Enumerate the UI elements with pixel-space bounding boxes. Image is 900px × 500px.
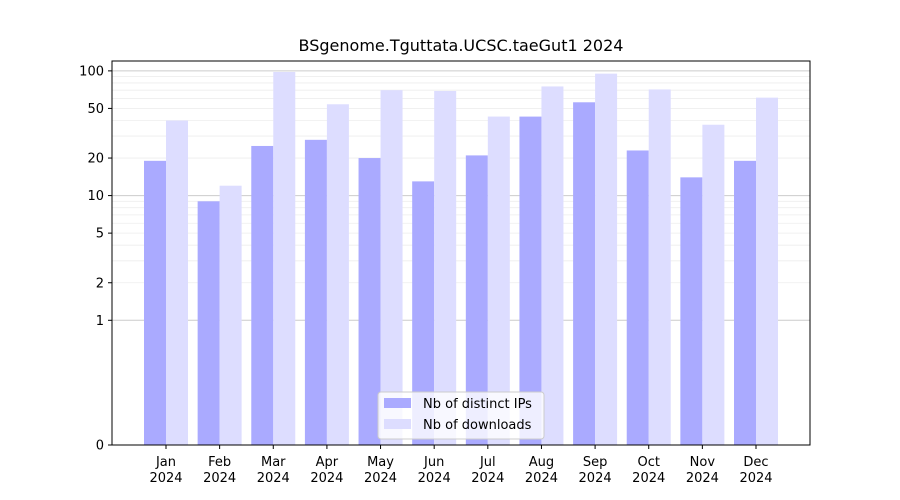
bar-downloads xyxy=(756,97,778,446)
bar-distinct-ips xyxy=(626,150,649,445)
bar-downloads xyxy=(380,90,403,445)
bar-downloads xyxy=(166,120,188,445)
bar-downloads xyxy=(487,116,510,445)
bar-downloads xyxy=(648,89,671,445)
y-tick-label: 100 xyxy=(79,64,104,79)
x-tick-label-year: 2024 xyxy=(471,471,504,486)
legend-label: Nb of distinct IPs xyxy=(423,397,532,412)
x-tick-label-month: Jul xyxy=(479,455,496,470)
bar-distinct-ips xyxy=(465,155,488,445)
bar-distinct-ips xyxy=(680,177,703,445)
y-tick-label: 5 xyxy=(96,227,104,242)
x-tick-label-month: Apr xyxy=(316,455,339,470)
y-tick-label: 2 xyxy=(96,276,104,291)
legend-swatch xyxy=(384,398,411,408)
chart-title: BSgenome.Tguttata.UCSC.taeGut1 2024 xyxy=(299,36,624,55)
bar-downloads xyxy=(595,73,618,446)
legend-swatch xyxy=(384,419,411,429)
x-tick-label-year: 2024 xyxy=(632,471,665,486)
x-tick-label-month: Jan xyxy=(155,455,176,470)
bars xyxy=(144,71,778,446)
x-tick-label-month: May xyxy=(367,455,394,470)
bar-downloads xyxy=(434,90,457,445)
x-tick-label-month: Mar xyxy=(261,455,286,470)
bar-distinct-ips xyxy=(197,201,220,445)
bar-downloads xyxy=(541,86,564,445)
x-tick-label-year: 2024 xyxy=(579,471,612,486)
bar-distinct-ips xyxy=(358,158,381,445)
y-tick-label: 0 xyxy=(96,439,104,454)
x-tick-label-year: 2024 xyxy=(739,471,772,486)
bar-distinct-ips xyxy=(573,102,596,446)
x-tick-label-year: 2024 xyxy=(686,471,719,486)
bar-distinct-ips xyxy=(304,139,327,445)
y-tick-label: 10 xyxy=(87,189,104,204)
x-tick-label-month: Sep xyxy=(583,455,608,470)
x-tick-label-year: 2024 xyxy=(257,471,290,486)
x-tick-label-month: Jun xyxy=(423,455,444,470)
x-tick-label-year: 2024 xyxy=(203,471,236,486)
bar-distinct-ips xyxy=(412,181,435,445)
legend: Nb of distinct IPs Nb of downloads xyxy=(377,391,545,440)
y-tick-label: 20 xyxy=(87,152,104,167)
y-tick-label: 50 xyxy=(87,102,104,117)
x-tick-label-year: 2024 xyxy=(310,471,343,486)
x-tick-label-month: Aug xyxy=(529,455,554,470)
x-tick-label-year: 2024 xyxy=(525,471,558,486)
bar-distinct-ips xyxy=(251,145,274,446)
bar-downloads xyxy=(326,104,349,445)
axes: 0125102050100Jan2024Feb2024Mar2024Apr202… xyxy=(79,60,811,486)
legend-box xyxy=(377,391,545,440)
x-tick-label-year: 2024 xyxy=(418,471,451,486)
bar-distinct-ips xyxy=(734,160,756,445)
plot-frame xyxy=(111,60,811,446)
bar-distinct-ips xyxy=(519,116,542,445)
x-tick-label-month: Nov xyxy=(690,455,716,470)
legend-label: Nb of downloads xyxy=(423,418,532,433)
x-tick-label-year: 2024 xyxy=(364,471,397,486)
x-tick-label-month: Feb xyxy=(208,455,231,470)
x-tick-label-year: 2024 xyxy=(149,471,182,486)
x-tick-label-month: Dec xyxy=(743,455,768,470)
bar-downloads xyxy=(273,71,296,446)
bar-distinct-ips xyxy=(144,160,166,445)
y-tick-label: 1 xyxy=(96,314,104,329)
x-tick-label-month: Oct xyxy=(637,455,659,470)
bar-downloads xyxy=(702,124,725,445)
bar-downloads xyxy=(219,185,242,445)
